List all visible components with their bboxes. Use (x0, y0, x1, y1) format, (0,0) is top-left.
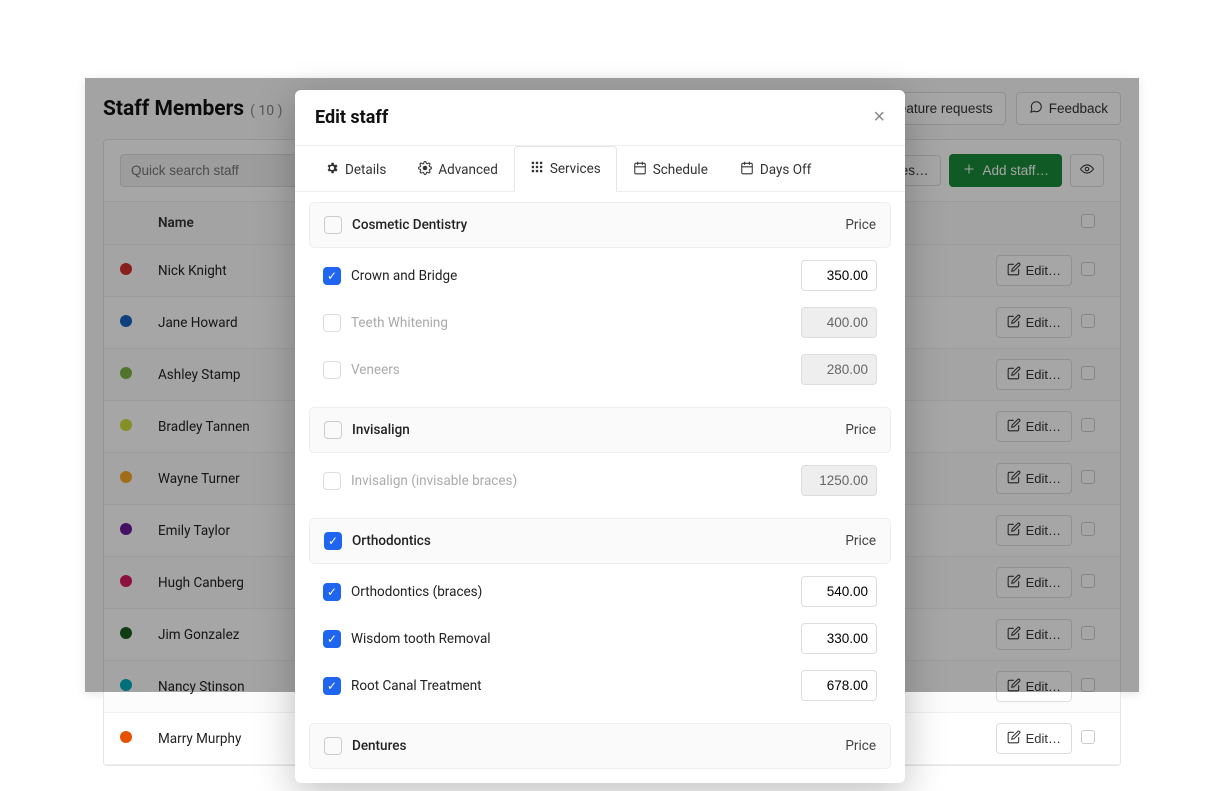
category-label: Cosmetic Dentistry (352, 217, 845, 233)
tab-schedule-label: Schedule (653, 162, 708, 178)
price-input[interactable] (801, 623, 877, 654)
tab-details-label: Details (345, 162, 386, 178)
service-rows: Crown and Bridge Teeth Whitening Veneers (309, 248, 891, 397)
price-input (801, 465, 877, 496)
category-checkbox[interactable] (324, 216, 342, 234)
service-checkbox[interactable] (323, 583, 341, 601)
tab-advanced-label: Advanced (438, 162, 498, 178)
tab-services-label: Services (550, 161, 601, 177)
service-row: Root Canal Treatment (309, 662, 891, 709)
price-input (801, 307, 877, 338)
price-input[interactable] (801, 576, 877, 607)
category-checkbox[interactable] (324, 421, 342, 439)
modal-tabs: Details Advanced Services Schedule Days … (295, 146, 905, 192)
category-checkbox[interactable] (324, 532, 342, 550)
tab-schedule[interactable]: Schedule (617, 146, 724, 192)
calendar-icon (740, 161, 754, 179)
edit-button[interactable]: Edit… (996, 723, 1072, 754)
service-label: Teeth Whitening (351, 315, 801, 331)
row-check-cell (1072, 730, 1104, 748)
service-checkbox[interactable] (323, 630, 341, 648)
price-header: Price (845, 533, 876, 549)
modal-header: Edit staff × (295, 90, 905, 146)
edit-staff-modal: Edit staff × Details Advanced Services S… (295, 90, 905, 783)
calendar-grid-icon (633, 161, 647, 179)
service-label: Root Canal Treatment (351, 678, 801, 694)
close-icon: × (873, 106, 885, 128)
row-checkbox[interactable] (1081, 730, 1095, 744)
service-row: Veneers (309, 346, 891, 393)
category-row: InvisalignPrice (309, 407, 891, 453)
grid-icon (530, 160, 544, 178)
price-input (801, 354, 877, 385)
service-label: Crown and Bridge (351, 268, 801, 284)
service-label: Orthodontics (braces) (351, 584, 801, 600)
service-checkbox[interactable] (323, 361, 341, 379)
service-row: Invisalign (invisable braces) (309, 457, 891, 504)
service-checkbox[interactable] (323, 677, 341, 695)
edit-label: Edit… (1026, 731, 1061, 746)
service-label: Wisdom tooth Removal (351, 631, 801, 647)
category-label: Invisalign (352, 422, 845, 438)
service-row: Orthodontics (braces) (309, 568, 891, 615)
modal-body: Cosmetic DentistryPriceCrown and BridgeT… (295, 202, 905, 783)
service-rows: Invisalign (invisable braces) (309, 453, 891, 508)
tab-daysoff-label: Days Off (760, 162, 811, 178)
row-actions: Edit… (932, 723, 1072, 754)
service-row: Wisdom tooth Removal (309, 615, 891, 662)
category-checkbox[interactable] (324, 737, 342, 755)
price-input[interactable] (801, 670, 877, 701)
service-row: Teeth Whitening (309, 299, 891, 346)
edit-icon (1007, 730, 1021, 747)
category-row: DenturesPrice (309, 723, 891, 769)
category-label: Dentures (352, 738, 845, 754)
gear-icon (325, 161, 339, 179)
price-header: Price (845, 422, 876, 438)
service-checkbox[interactable] (323, 267, 341, 285)
row-color-cell (120, 731, 158, 747)
tab-services[interactable]: Services (514, 146, 617, 192)
sliders-icon (418, 161, 432, 179)
service-checkbox[interactable] (323, 314, 341, 332)
price-header: Price (845, 738, 876, 754)
modal-title: Edit staff (315, 107, 388, 128)
service-rows: Orthodontics (braces) Wisdom tooth Remova… (309, 564, 891, 713)
price-header: Price (845, 217, 876, 233)
close-button[interactable]: × (873, 106, 885, 129)
category-row: OrthodonticsPrice (309, 518, 891, 564)
service-checkbox[interactable] (323, 472, 341, 490)
service-label: Invisalign (invisable braces) (351, 473, 801, 489)
tab-details[interactable]: Details (309, 146, 402, 192)
tab-advanced[interactable]: Advanced (402, 146, 514, 192)
color-dot (120, 731, 132, 743)
category-row: Cosmetic DentistryPrice (309, 202, 891, 248)
category-label: Orthodontics (352, 533, 845, 549)
service-label: Veneers (351, 362, 801, 378)
tab-daysoff[interactable]: Days Off (724, 146, 827, 192)
service-row: Crown and Bridge (309, 252, 891, 299)
price-input[interactable] (801, 260, 877, 291)
